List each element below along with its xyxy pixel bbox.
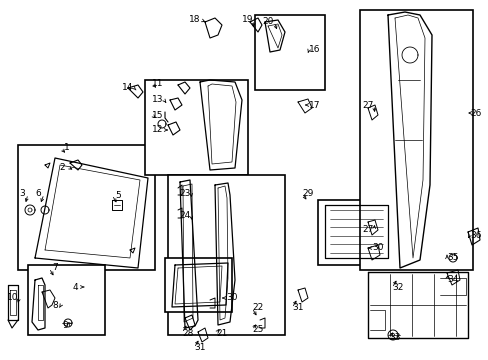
Text: 35: 35 — [447, 253, 458, 262]
Bar — [254, 15, 325, 90]
Text: 16: 16 — [308, 45, 320, 54]
Text: 14: 14 — [122, 84, 133, 93]
Bar — [145, 80, 247, 175]
Bar — [168, 175, 285, 335]
Text: 5: 5 — [115, 190, 121, 199]
Text: 1: 1 — [64, 144, 70, 153]
Bar — [359, 10, 472, 270]
Text: 11: 11 — [152, 78, 163, 87]
Text: 9: 9 — [62, 320, 68, 329]
Text: 30: 30 — [226, 293, 237, 302]
Text: 4: 4 — [72, 283, 78, 292]
Text: 17: 17 — [308, 100, 320, 109]
Text: 31: 31 — [292, 303, 303, 312]
Bar — [18, 145, 155, 270]
Text: 28: 28 — [182, 328, 193, 338]
Text: 3: 3 — [19, 189, 25, 198]
Text: 36: 36 — [469, 230, 481, 239]
Text: 34: 34 — [447, 275, 458, 284]
Bar — [317, 200, 394, 265]
Text: 32: 32 — [391, 284, 403, 292]
Text: 23: 23 — [179, 189, 190, 198]
Text: 20: 20 — [262, 18, 273, 27]
Text: 8: 8 — [52, 301, 58, 310]
Bar — [28, 265, 105, 335]
Text: 27: 27 — [362, 100, 373, 109]
Text: 19: 19 — [242, 15, 253, 24]
Bar — [164, 258, 231, 312]
Text: 26: 26 — [469, 108, 481, 117]
Text: 10: 10 — [7, 293, 19, 302]
Text: 24: 24 — [179, 211, 190, 220]
Text: 13: 13 — [152, 95, 163, 104]
Text: 7: 7 — [52, 264, 58, 273]
Text: 30: 30 — [371, 243, 383, 252]
Text: 31: 31 — [194, 343, 205, 352]
Text: 12: 12 — [152, 126, 163, 135]
Text: 29: 29 — [302, 189, 313, 198]
Text: 2: 2 — [59, 162, 65, 171]
Text: 25: 25 — [252, 325, 263, 334]
Text: 27: 27 — [362, 225, 373, 234]
Text: 21: 21 — [216, 328, 227, 338]
Text: 15: 15 — [152, 111, 163, 120]
Text: 6: 6 — [35, 189, 41, 198]
Text: 22: 22 — [252, 303, 263, 312]
Text: 18: 18 — [189, 15, 201, 24]
Text: 33: 33 — [388, 333, 400, 342]
